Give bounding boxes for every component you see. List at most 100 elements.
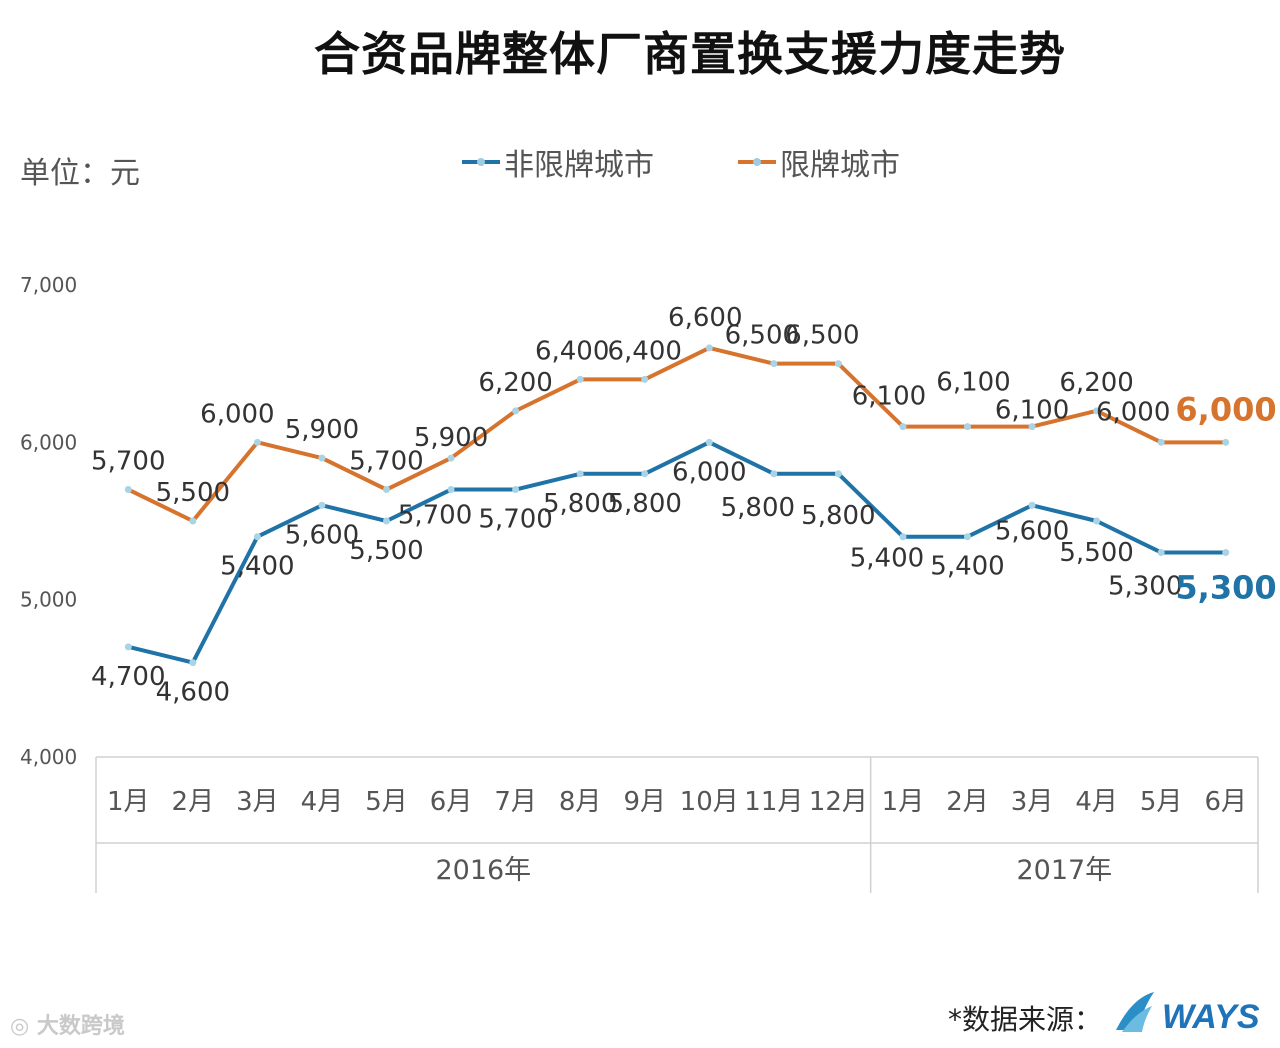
data-label: 6,000 [672,457,746,487]
data-label: 4,700 [91,662,165,692]
ways-logo: WAYS [1116,992,1260,1036]
end-value-label: 6,000 [1175,390,1276,428]
data-point [1157,548,1165,556]
x-tick-label: 3月 [236,787,279,817]
data-label: 6,100 [995,396,1069,426]
y-tick-label: 5,000 [20,588,77,612]
data-label: 6,200 [478,368,552,398]
data-label: 5,700 [398,501,472,531]
data-label: 5,400 [850,544,924,574]
data-label: 5,300 [1108,571,1182,601]
data-label: 5,800 [801,501,875,531]
x-tick-label: 9月 [623,787,666,817]
data-point [383,486,390,494]
legend-item-non-restricted: 非限牌城市 [462,140,654,184]
data-label: 5,600 [285,520,359,550]
year-label: 2017年 [1016,855,1112,886]
year-label: 2016年 [435,855,531,886]
unit-label: 单位：元 [20,156,140,191]
series-line-0 [127,440,1226,665]
data-point [124,643,132,651]
data-label: 6,400 [608,336,682,366]
x-tick-label: 2月 [172,787,215,817]
data-point [1093,407,1101,415]
data-point [770,470,778,478]
data-point [964,533,971,541]
data-point [124,486,132,494]
data-point [641,375,649,383]
data-label: 6,100 [936,368,1010,398]
data-label: 5,800 [608,489,682,519]
source-label: *数据来源： [947,1003,1102,1036]
data-label: 5,900 [285,415,359,445]
data-label: 6,500 [725,321,799,351]
data-point [641,470,649,478]
data-point [576,375,584,383]
data-point [253,533,261,541]
data-point [1028,501,1036,509]
data-label: 4,600 [156,678,230,708]
data-point [899,423,907,431]
data-point [705,438,713,446]
legend-label-non-restricted: 非限牌城市 [504,148,654,183]
data-point [1093,517,1101,525]
x-tick-label: 7月 [494,787,537,817]
data-point [899,533,907,541]
y-tick-label: 4,000 [20,745,77,769]
x-tick-label: 4月 [301,787,344,817]
y-tick-label: 7,000 [20,273,77,297]
data-point [834,360,842,368]
series-line-1 [127,345,1226,523]
legend: 非限牌城市 限牌城市 [0,140,1280,183]
data-label: 5,400 [930,552,1004,582]
x-tick-label: 5月 [1140,787,1183,817]
data-label: 5,700 [478,505,552,535]
data-label: 5,400 [220,552,294,582]
data-label: 6,000 [1096,397,1170,427]
x-tick-label: 11月 [744,787,803,817]
x-tick-label: 12月 [809,787,868,817]
data-point [1222,548,1230,556]
data-label: 6,400 [535,336,609,366]
data-point [253,438,261,446]
data-point [770,360,778,368]
data-label: 5,800 [721,493,795,523]
x-tick-label: 6月 [430,787,473,817]
data-label: 5,500 [156,478,230,508]
data-label: 5,600 [995,516,1069,546]
data-point [576,470,584,478]
x-tick-label: 3月 [1011,787,1054,817]
x-tick-label: 5月 [365,787,408,817]
legend-swatch-non-restricted [462,158,500,166]
data-point [512,407,520,415]
x-tick-label: 8月 [559,787,602,817]
data-point [189,659,197,667]
data-label: 6,500 [785,321,859,351]
data-point [383,517,390,525]
data-point [447,454,455,462]
data-label: 6,000 [200,399,274,429]
x-tick-label: 1月 [882,787,925,817]
watermark: ◎ 大数跨境 [10,1014,125,1039]
data-point [447,486,455,494]
data-label: 6,100 [852,382,926,412]
data-point [318,501,326,509]
legend-label-restricted: 限牌城市 [780,148,900,183]
x-tick-label: 1月 [107,787,150,817]
data-point [189,517,197,525]
data-point [705,344,713,352]
x-tick-label: 6月 [1204,787,1247,817]
data-point [1028,423,1036,431]
data-label: 5,700 [91,447,165,477]
x-tick-label: 10月 [680,787,739,817]
legend-item-restricted: 限牌城市 [738,140,900,184]
end-value-label: 5,300 [1175,568,1276,606]
data-point [834,470,842,478]
data-label: 6,200 [1059,368,1133,398]
data-label: 5,800 [543,489,617,519]
x-tick-label: 2月 [946,787,989,817]
data-label: 5,500 [349,536,423,566]
watermark-text: 大数跨境 [36,1014,125,1039]
y-tick-label: 6,000 [20,430,77,454]
logo-text: WAYS [1162,998,1260,1036]
